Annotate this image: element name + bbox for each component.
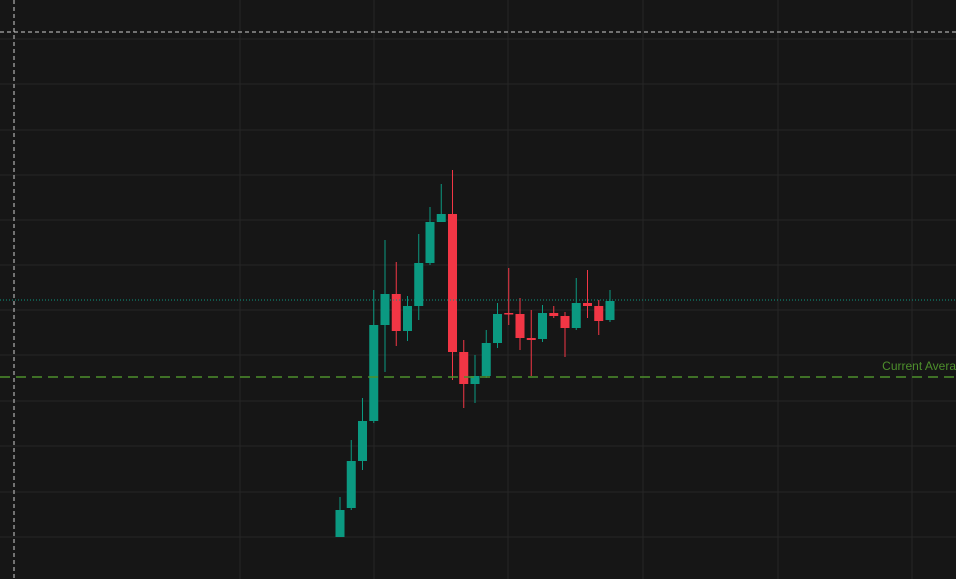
- average-label: Current Avera: [882, 359, 956, 373]
- candle-body: [425, 222, 435, 263]
- candle-body: [493, 314, 502, 343]
- candle-body: [414, 263, 424, 306]
- candle-body: [436, 214, 446, 222]
- candle-body: [549, 313, 559, 316]
- candle-body: [369, 325, 379, 421]
- candle-body: [470, 376, 480, 384]
- vertical-grid: [239, 0, 913, 579]
- plot: Current Avera: [0, 38, 956, 538]
- candle-body: [571, 303, 581, 328]
- candle-body: [605, 301, 615, 320]
- candle-body: [335, 510, 345, 537]
- candle-body: [515, 314, 525, 338]
- candle-body: [403, 306, 412, 331]
- candle-body: [504, 313, 514, 315]
- candle-body: [560, 316, 570, 328]
- candle-body: [538, 313, 547, 339]
- candle-body: [459, 352, 469, 384]
- candle-body: [594, 306, 604, 321]
- candle-body: [448, 214, 457, 352]
- candle-body: [526, 338, 536, 340]
- candle-body: [380, 294, 390, 325]
- candle-body: [358, 421, 367, 461]
- candle-body: [481, 343, 491, 376]
- candle-body: [346, 461, 356, 508]
- candle-body: [583, 303, 592, 306]
- candle-body: [391, 294, 401, 331]
